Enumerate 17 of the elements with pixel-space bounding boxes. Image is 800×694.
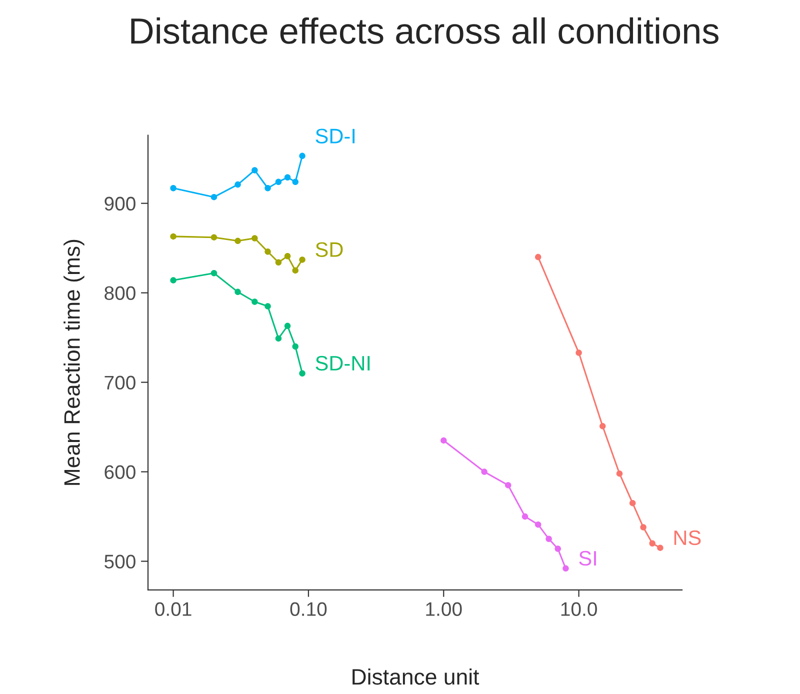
series-label: SD-NI <box>316 356 370 371</box>
y-tick-label: 900 <box>104 196 136 211</box>
series-label: SI <box>579 550 596 566</box>
x-tick-label: 0.01 <box>155 602 192 616</box>
x-tick-label: 1.00 <box>426 602 462 616</box>
series-label: SD-I <box>316 128 355 144</box>
y-tick-label: 600 <box>104 465 136 480</box>
series-label: NS <box>674 530 701 546</box>
x-tick-label: 10.0 <box>561 602 597 616</box>
x-axis-title: Distance unit <box>352 668 480 685</box>
x-tick-label: 0.10 <box>290 602 327 616</box>
y-tick-label: 800 <box>104 286 136 300</box>
series-label: SD <box>316 242 343 257</box>
y-tick-label: 500 <box>104 554 136 569</box>
y-tick-label: 700 <box>104 376 136 390</box>
y-axis-title: Mean Reaction time (ms) <box>64 240 84 485</box>
chart-title: Distance effects across all conditions <box>131 17 718 44</box>
